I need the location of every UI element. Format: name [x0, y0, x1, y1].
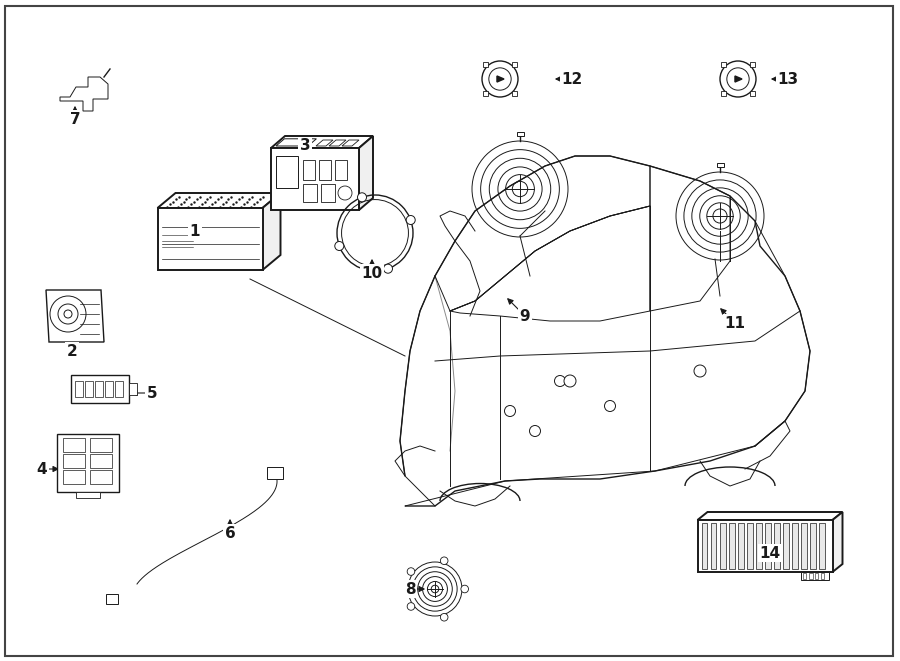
- Bar: [756, 523, 761, 569]
- Bar: [698, 520, 832, 572]
- Text: 4: 4: [37, 461, 48, 477]
- Circle shape: [335, 241, 344, 251]
- Circle shape: [407, 603, 415, 610]
- Bar: [57, 434, 119, 492]
- Bar: [90, 470, 112, 484]
- Bar: [90, 438, 112, 452]
- Circle shape: [564, 375, 576, 387]
- Polygon shape: [497, 76, 504, 82]
- Bar: [105, 381, 113, 397]
- Bar: [800, 572, 829, 580]
- Polygon shape: [698, 512, 842, 520]
- Text: 10: 10: [362, 266, 382, 280]
- Circle shape: [406, 215, 415, 225]
- Bar: [512, 91, 517, 96]
- Circle shape: [694, 365, 706, 377]
- Bar: [750, 62, 755, 67]
- Text: 14: 14: [760, 545, 780, 561]
- Polygon shape: [276, 139, 317, 146]
- Circle shape: [482, 61, 518, 97]
- Polygon shape: [359, 136, 373, 210]
- Circle shape: [383, 264, 392, 273]
- Circle shape: [357, 193, 366, 202]
- Bar: [738, 523, 743, 569]
- Bar: [63, 454, 85, 468]
- Bar: [801, 523, 807, 569]
- Bar: [810, 523, 816, 569]
- Polygon shape: [832, 512, 842, 572]
- Circle shape: [440, 557, 448, 564]
- Bar: [711, 523, 716, 569]
- Bar: [821, 573, 824, 579]
- Polygon shape: [46, 290, 104, 342]
- Polygon shape: [158, 193, 281, 208]
- Text: 6: 6: [225, 525, 236, 541]
- Bar: [76, 492, 100, 498]
- Bar: [783, 523, 789, 569]
- Text: 7: 7: [69, 112, 80, 126]
- Circle shape: [727, 68, 749, 90]
- Bar: [701, 523, 707, 569]
- Bar: [335, 160, 347, 180]
- Bar: [71, 375, 129, 403]
- Polygon shape: [342, 140, 359, 146]
- Bar: [85, 381, 93, 397]
- Polygon shape: [735, 76, 742, 82]
- Circle shape: [440, 613, 448, 621]
- Bar: [90, 454, 112, 468]
- Bar: [271, 148, 359, 210]
- Text: 1: 1: [190, 223, 200, 239]
- Bar: [720, 523, 725, 569]
- Circle shape: [720, 61, 756, 97]
- Bar: [115, 381, 123, 397]
- Bar: [63, 470, 85, 484]
- Bar: [747, 523, 752, 569]
- Bar: [808, 573, 813, 579]
- Bar: [267, 467, 283, 479]
- Bar: [319, 160, 331, 180]
- Bar: [765, 523, 771, 569]
- Circle shape: [407, 568, 415, 575]
- Text: 8: 8: [405, 582, 415, 596]
- Bar: [774, 523, 780, 569]
- Bar: [158, 208, 263, 270]
- Polygon shape: [329, 140, 346, 146]
- Bar: [814, 573, 818, 579]
- Text: 3: 3: [300, 139, 310, 153]
- Bar: [721, 62, 726, 67]
- Bar: [321, 184, 335, 202]
- Bar: [276, 156, 298, 188]
- Polygon shape: [271, 136, 373, 148]
- Text: 11: 11: [724, 315, 745, 330]
- Bar: [792, 523, 798, 569]
- Text: 9: 9: [519, 309, 530, 323]
- Bar: [75, 381, 83, 397]
- Bar: [750, 91, 755, 96]
- Bar: [95, 381, 103, 397]
- Bar: [106, 594, 118, 604]
- Bar: [716, 163, 724, 167]
- Bar: [303, 160, 315, 180]
- Polygon shape: [316, 140, 333, 146]
- Text: 2: 2: [67, 344, 77, 358]
- Bar: [819, 523, 825, 569]
- Text: 12: 12: [562, 71, 582, 87]
- Text: 13: 13: [778, 71, 798, 87]
- Text: 5: 5: [147, 385, 158, 401]
- Bar: [483, 91, 488, 96]
- Bar: [721, 91, 726, 96]
- Circle shape: [489, 68, 511, 90]
- Bar: [483, 62, 488, 67]
- Circle shape: [461, 585, 469, 593]
- Bar: [729, 523, 734, 569]
- Bar: [63, 438, 85, 452]
- Bar: [512, 62, 517, 67]
- Bar: [803, 573, 806, 579]
- Bar: [303, 184, 317, 202]
- Polygon shape: [263, 193, 281, 270]
- Bar: [517, 132, 524, 136]
- Bar: [129, 383, 137, 395]
